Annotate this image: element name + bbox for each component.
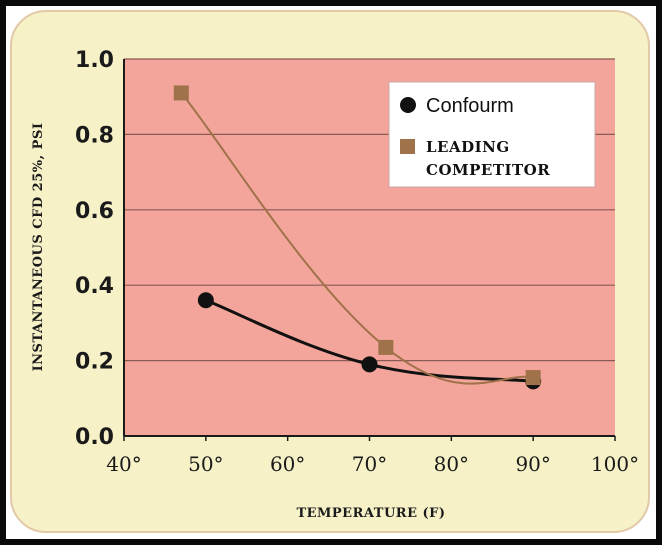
data-point-1 (378, 340, 393, 355)
y-tick-label: 0.4 (75, 274, 114, 299)
data-point-0 (198, 292, 214, 308)
data-point-1 (526, 370, 541, 385)
y-tick-label: 0.8 (75, 123, 114, 148)
legend-marker-leading-competitor (400, 139, 415, 154)
x-tick-label: 90° (515, 452, 550, 476)
y-tick-label: 0.2 (75, 350, 114, 375)
data-point-1 (174, 85, 189, 100)
legend: Confourm LEADING COMPETITOR (389, 82, 595, 187)
x-tick-label: 100° (591, 452, 639, 476)
legend-label-confourm: Confourm (426, 95, 514, 117)
y-tick-label: 0.6 (75, 199, 114, 224)
y-axis-title: INSTANTANEOUS CFD 25%, PSI (31, 123, 46, 372)
legend-label-competitor: COMPETITOR (426, 161, 550, 179)
y-tick-label: 1.0 (75, 48, 114, 73)
y-tick-labels: 0.0 0.2 0.4 0.6 0.8 1.0 (75, 48, 114, 450)
x-tick-label: 40° (106, 452, 141, 476)
x-tick-label: 80° (434, 452, 469, 476)
x-tick-labels: 40° 50° 60° 70° 80° 90° 100° (106, 436, 639, 476)
x-axis-title: TEMPERATURE (F) (296, 506, 445, 521)
legend-label-leading: LEADING (426, 138, 510, 156)
x-tick-label: 70° (352, 452, 387, 476)
data-point-0 (362, 356, 378, 372)
y-tick-label: 0.0 (75, 425, 114, 450)
x-tick-label: 60° (270, 452, 305, 476)
x-tick-label: 50° (188, 452, 223, 476)
legend-marker-confourm (400, 97, 416, 113)
